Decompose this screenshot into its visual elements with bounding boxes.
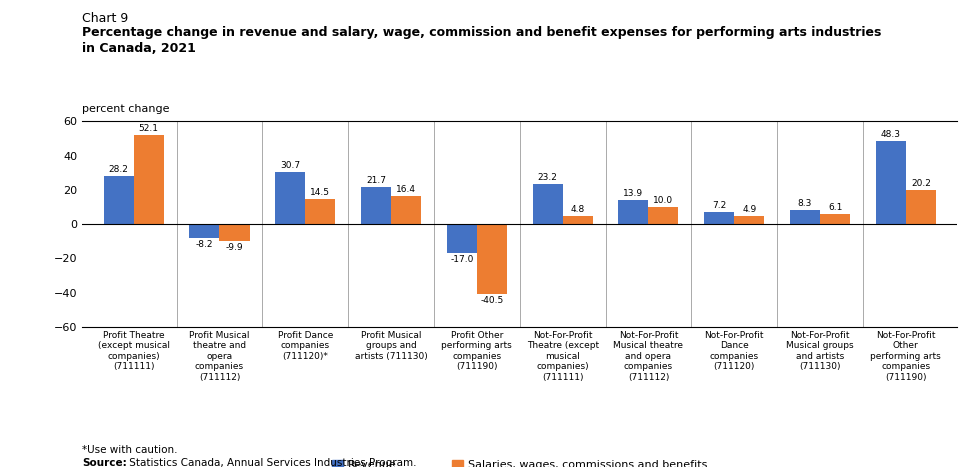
Text: Source:: Source: xyxy=(82,458,127,467)
Bar xyxy=(477,224,507,294)
Bar xyxy=(276,171,306,224)
Bar xyxy=(906,190,936,224)
Text: -9.9: -9.9 xyxy=(225,243,244,252)
Text: 20.2: 20.2 xyxy=(911,178,931,188)
Text: in Canada, 2021: in Canada, 2021 xyxy=(82,42,196,55)
Text: 23.2: 23.2 xyxy=(538,173,558,183)
Text: *Use with caution.: *Use with caution. xyxy=(82,445,178,454)
Bar xyxy=(533,184,563,224)
Bar xyxy=(103,176,133,224)
Legend: Revenue, Salaries, wages, commissions and benefits: Revenue, Salaries, wages, commissions an… xyxy=(328,456,712,467)
Text: 8.3: 8.3 xyxy=(798,199,812,208)
Bar xyxy=(391,196,421,224)
Text: -40.5: -40.5 xyxy=(481,296,504,304)
Text: 10.0: 10.0 xyxy=(654,196,674,205)
Bar xyxy=(563,216,593,224)
Text: 4.8: 4.8 xyxy=(571,205,585,214)
Bar xyxy=(220,224,249,241)
Text: -17.0: -17.0 xyxy=(451,255,474,264)
Text: 14.5: 14.5 xyxy=(310,188,331,197)
Bar xyxy=(649,207,679,224)
Text: 52.1: 52.1 xyxy=(138,124,159,133)
Text: 28.2: 28.2 xyxy=(108,165,129,174)
Text: Chart 9: Chart 9 xyxy=(82,12,129,25)
Text: percent change: percent change xyxy=(82,105,169,114)
Text: 4.9: 4.9 xyxy=(742,205,756,214)
Bar xyxy=(190,224,220,238)
Text: -8.2: -8.2 xyxy=(195,240,213,249)
Bar xyxy=(133,135,163,224)
Bar xyxy=(447,224,477,253)
Text: 21.7: 21.7 xyxy=(366,176,386,185)
Bar xyxy=(361,187,391,224)
Text: 30.7: 30.7 xyxy=(280,161,301,170)
Bar xyxy=(306,199,336,224)
Text: 13.9: 13.9 xyxy=(624,189,643,198)
Text: 6.1: 6.1 xyxy=(828,203,842,212)
Bar xyxy=(820,214,850,224)
Bar xyxy=(876,142,906,224)
Text: 7.2: 7.2 xyxy=(712,201,726,210)
Text: Statistics Canada, Annual Services Industries Program.: Statistics Canada, Annual Services Indus… xyxy=(126,458,416,467)
Bar xyxy=(790,210,820,224)
Bar xyxy=(619,200,649,224)
Text: 48.3: 48.3 xyxy=(881,130,901,140)
Text: 16.4: 16.4 xyxy=(396,185,416,194)
Text: Percentage change in revenue and salary, wage, commission and benefit expenses f: Percentage change in revenue and salary,… xyxy=(82,26,882,39)
Bar xyxy=(704,212,734,224)
Bar xyxy=(734,216,764,224)
